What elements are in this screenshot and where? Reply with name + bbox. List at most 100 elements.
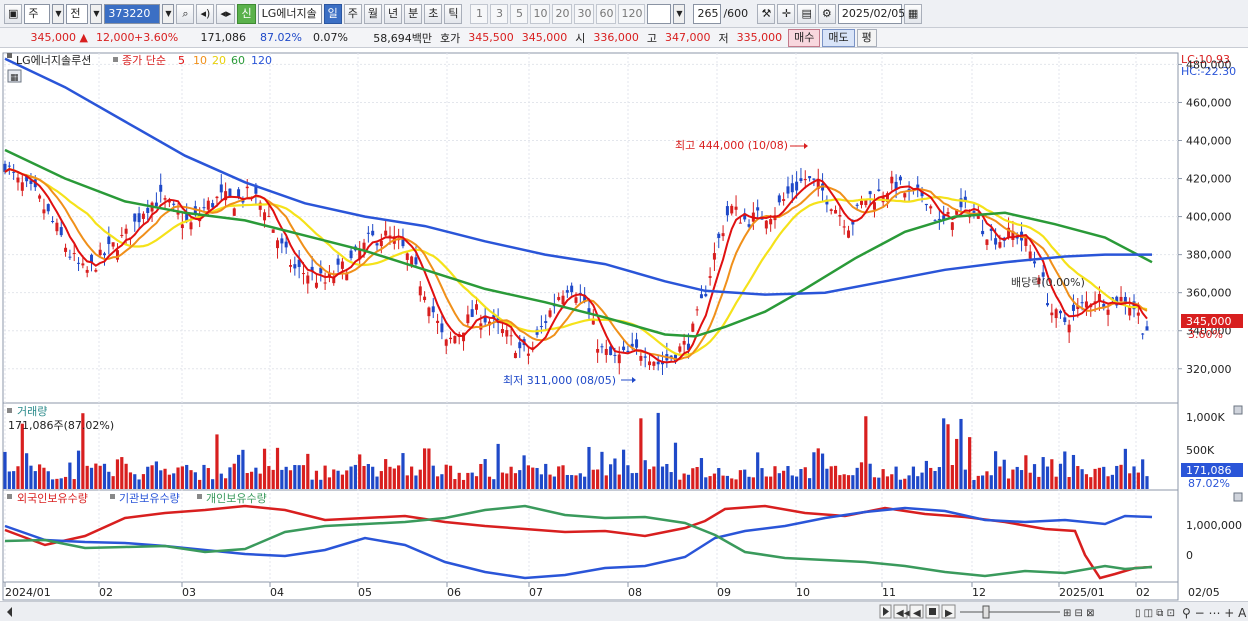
rewind-button[interactable] (893, 604, 908, 619)
candle-body (496, 316, 500, 323)
interval-60[interactable]: 60 (596, 3, 617, 24)
save-icon[interactable]: ▤ (797, 3, 816, 24)
legend-ma20: 20 (212, 54, 226, 67)
candle-body (942, 215, 946, 220)
interval-5[interactable]: 5 (510, 3, 529, 24)
volume-bar (211, 479, 215, 489)
calendar-icon[interactable]: ▦ (903, 3, 923, 24)
candle-body (825, 199, 829, 205)
volume-bar (911, 466, 916, 489)
count-input[interactable]: 265 (693, 3, 722, 24)
x-tick-label: 07 (529, 586, 543, 599)
interval-20[interactable]: 20 (552, 3, 573, 24)
volume-bar (483, 459, 487, 489)
volume-bar (301, 465, 306, 489)
volume-bar (609, 464, 613, 489)
volume-bar (98, 465, 102, 489)
volume-bar (401, 453, 405, 489)
candle-body (617, 354, 621, 364)
nav-arrows-icon[interactable]: ◂▸ (216, 3, 236, 24)
window-icon[interactable]: ▣ (4, 3, 23, 24)
stock-name-field[interactable]: LG에너지솔 (257, 3, 322, 24)
x-axis-panel (2, 581, 1179, 601)
interval-3[interactable]: 3 (490, 3, 509, 24)
volume-bar (1115, 465, 1119, 489)
interval-120[interactable]: 120 (618, 3, 646, 24)
chevron-down-icon[interactable]: ▼ (52, 3, 65, 24)
table-icon[interactable] (7, 69, 22, 83)
date-input[interactable]: 2025/02/05 (837, 3, 905, 24)
candle-body (933, 220, 937, 222)
volume-bar (94, 463, 98, 489)
prev-button[interactable]: 전 (66, 3, 89, 24)
play-button[interactable] (941, 604, 956, 619)
volume-bar (189, 470, 193, 489)
interval-custom-input[interactable] (647, 3, 672, 24)
candle-body (916, 184, 920, 188)
stock-chart[interactable]: LG에너지솔루션 종가 단순 5 10 20 60 120 ▦ LC:10.93… (0, 50, 1248, 601)
candle-body (526, 353, 530, 356)
stock-code-input[interactable]: 373220 (104, 3, 161, 24)
volume-bar (535, 467, 539, 489)
candle-body (323, 282, 327, 284)
play-back-button[interactable] (909, 604, 924, 619)
volume-bar (989, 475, 993, 489)
buy-button[interactable]: 매수 (788, 28, 821, 47)
candle-body (215, 196, 219, 199)
volume-bar (470, 472, 474, 489)
candle-body (1041, 272, 1045, 277)
volume-bar (340, 474, 345, 489)
volume-bar (249, 471, 254, 489)
tab-year[interactable]: 년 (383, 3, 403, 24)
zoom-slider-handle[interactable] (982, 605, 990, 619)
candle-body (68, 256, 72, 258)
gear-icon[interactable]: ⚙ (817, 3, 836, 24)
tab-minute[interactable]: 분 (404, 3, 423, 24)
volume-bar (621, 449, 626, 489)
volume-ratio: 87.02% (260, 31, 302, 44)
chart-mode-icon[interactable]: ▯ ◫ ⧉ ⊡ (1135, 608, 1175, 619)
chart-tools-icon[interactable]: ⚒ (757, 3, 776, 24)
candle-body (1063, 317, 1067, 323)
volume-bar (531, 467, 535, 489)
scroll-bar[interactable]: ◀◀ ◀ ▶ ⊞ ⊟ ⊠ ▯ ◫ ⧉ ⊡ ⚲ − ⋯ + A (0, 601, 1248, 621)
volume-bar (799, 468, 803, 489)
chevron-down-icon[interactable]: ▼ (673, 3, 686, 24)
eval-button[interactable]: 평 (856, 28, 877, 47)
zoom-icon[interactable]: ⚲ − ⋯ + A (1182, 606, 1247, 620)
volume-bar (448, 465, 453, 489)
interval-30[interactable]: 30 (574, 3, 595, 24)
crosshair-icon[interactable]: ✛ (777, 3, 796, 24)
volume-bar (1132, 466, 1136, 489)
tab-tick[interactable]: 틱 (444, 3, 463, 24)
candle-body (470, 309, 474, 317)
legend-ma-type: 종가 단순 (122, 54, 166, 67)
tab-second[interactable]: 초 (424, 3, 443, 24)
interval-1[interactable]: 1 (470, 3, 489, 24)
close-icon[interactable] (1233, 492, 1243, 502)
sell-button[interactable]: 매도 (822, 28, 855, 47)
candle-body (327, 272, 331, 278)
speaker-icon[interactable]: ◂) (196, 3, 215, 24)
interval-10[interactable]: 10 (530, 3, 551, 24)
chevron-down-icon[interactable]: ▼ (90, 3, 103, 24)
volume-bar (1063, 451, 1067, 489)
candle-body (795, 181, 799, 191)
period-type-select[interactable]: 주 (24, 3, 51, 24)
tab-week[interactable]: 주 (343, 3, 362, 24)
tab-month[interactable]: 월 (363, 3, 382, 24)
search-icon[interactable]: ⌕ (176, 3, 195, 24)
view-options-icon[interactable]: ⊞ ⊟ ⊠ (1063, 608, 1095, 619)
volume-bar (141, 474, 146, 489)
candle-body (38, 195, 42, 199)
scroll-left-icon[interactable] (7, 607, 12, 617)
volume-bar (1045, 466, 1050, 489)
close-icon[interactable] (1233, 405, 1243, 415)
volume-subtitle: 171,086주(87.02%) (8, 419, 114, 432)
candle-body (228, 188, 232, 197)
play-icon: ▶ (945, 608, 953, 619)
candle-body (972, 211, 976, 213)
candle-body (483, 315, 487, 323)
chevron-down-icon[interactable]: ▼ (162, 3, 175, 24)
tab-day[interactable]: 일 (323, 3, 342, 24)
